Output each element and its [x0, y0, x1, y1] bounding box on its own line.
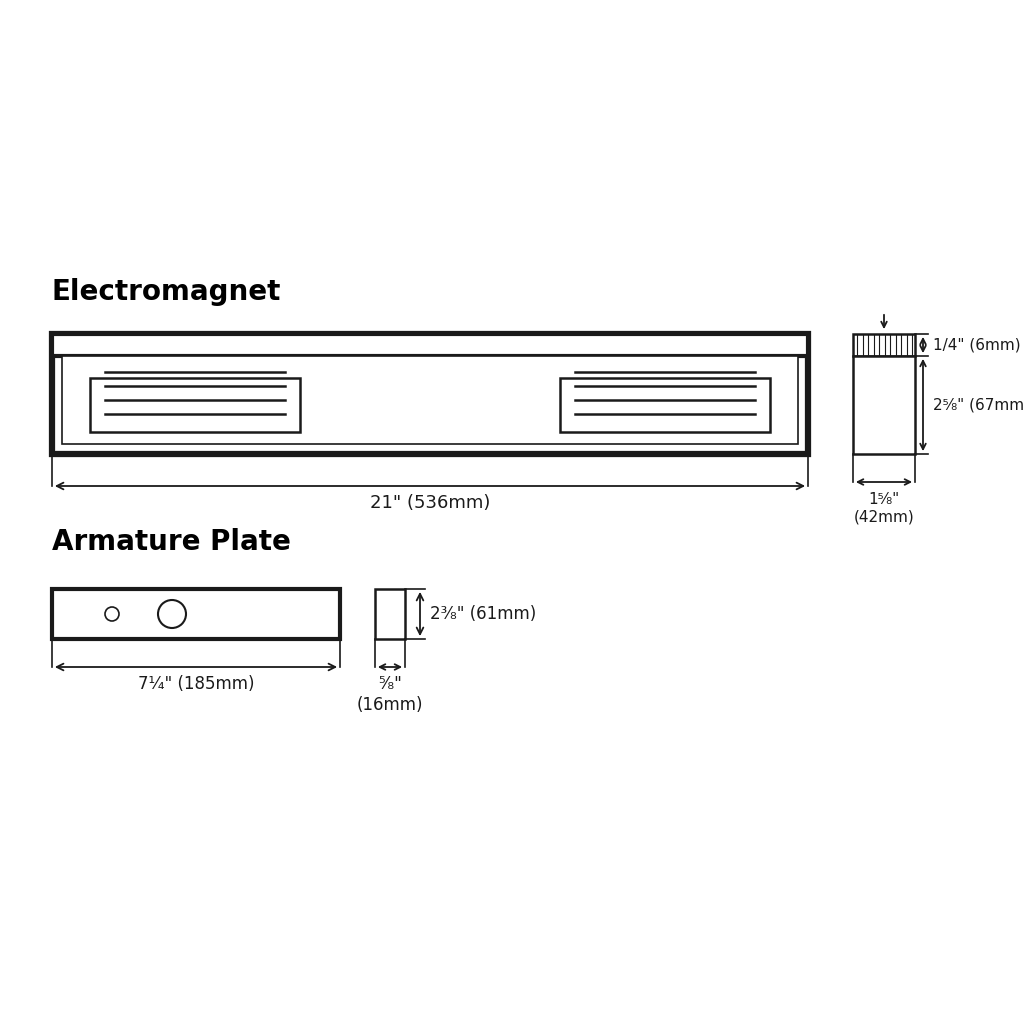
- Bar: [52, 334, 808, 356]
- Text: Electromagnet: Electromagnet: [52, 278, 282, 306]
- Bar: [853, 356, 915, 454]
- Circle shape: [105, 607, 119, 621]
- Bar: [52, 334, 808, 454]
- Text: Armature Plate: Armature Plate: [52, 528, 291, 556]
- Bar: [62, 356, 798, 444]
- Bar: [560, 378, 770, 432]
- Circle shape: [158, 600, 186, 628]
- Bar: [90, 378, 300, 432]
- Bar: [853, 334, 915, 356]
- Text: 2³⁄₈" (61mm): 2³⁄₈" (61mm): [430, 605, 537, 623]
- Text: 7¹⁄₄" (185mm): 7¹⁄₄" (185mm): [138, 675, 254, 693]
- Text: ⁵⁄₈"
(16mm): ⁵⁄₈" (16mm): [356, 675, 423, 714]
- Text: 1/4" (6mm): 1/4" (6mm): [933, 338, 1021, 352]
- Text: 1⁵⁄₈"
(42mm): 1⁵⁄₈" (42mm): [854, 492, 914, 524]
- Text: 21" (536mm): 21" (536mm): [370, 494, 490, 512]
- Text: 2⁵⁄₈" (67mm): 2⁵⁄₈" (67mm): [933, 397, 1024, 413]
- Bar: [375, 589, 406, 639]
- Bar: [52, 589, 340, 639]
